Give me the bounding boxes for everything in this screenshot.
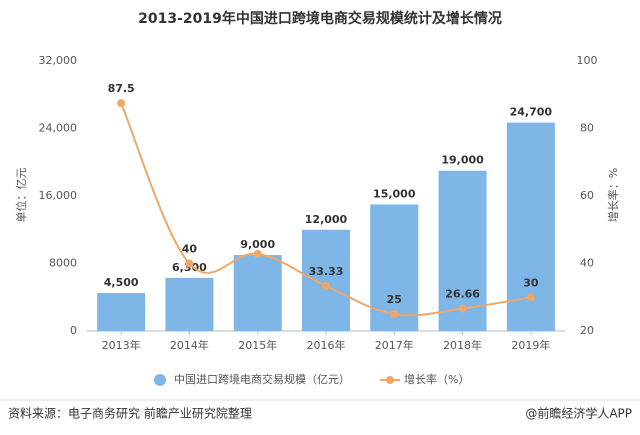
y2-tick-label: 80 <box>580 122 594 135</box>
line-value-label: 33.33 <box>309 265 344 278</box>
x-tick-label: 2014年 <box>170 338 209 352</box>
bar <box>97 293 146 331</box>
bar <box>233 255 282 331</box>
x-tick-label: 2015年 <box>238 338 277 352</box>
x-tick-label: 2019年 <box>511 338 550 352</box>
line-point <box>390 310 399 319</box>
line-point <box>117 99 126 108</box>
y2-tick-label: 100 <box>577 54 598 67</box>
bar-value-label: 15,000 <box>373 187 416 200</box>
line-value-label: 87.5 <box>108 82 135 95</box>
line-point <box>458 304 467 313</box>
line-point <box>253 249 262 258</box>
line-value-label: 26.66 <box>445 288 480 301</box>
bar-value-label: 24,700 <box>510 106 553 119</box>
x-tick-label: 2018年 <box>443 338 482 352</box>
legend-swatch <box>154 374 166 386</box>
line-point <box>322 282 330 291</box>
bar <box>302 229 350 331</box>
line-point <box>526 293 535 302</box>
y-axis-label: 单位：亿元 <box>14 168 28 223</box>
y-tick-label: 16,000 <box>39 189 78 202</box>
line-value-label: 40 <box>182 243 198 256</box>
y-tick-label: 8000 <box>49 257 77 270</box>
y2-tick-label: 40 <box>580 257 594 270</box>
x-tick-label: 2016年 <box>307 338 346 352</box>
bar <box>165 277 214 331</box>
bar <box>438 170 487 331</box>
bar-value-label: 4,500 <box>104 276 139 289</box>
legend-label: 中国进口跨境电商交易规模（亿元） <box>174 372 350 386</box>
y2-tick-label: 20 <box>580 324 594 337</box>
line-point <box>185 259 194 268</box>
y-tick-label: 24,000 <box>39 122 78 135</box>
bar-value-label: 19,000 <box>441 154 484 167</box>
y2-axis-label: 增长率：% <box>606 168 620 222</box>
legend-label: 增长率（%） <box>404 372 469 386</box>
legend-swatch <box>386 376 394 384</box>
line-value-label: 30 <box>523 276 539 289</box>
chart-title: 2013-2019年中国进口跨境电商交易规模统计及增长情况 <box>138 10 502 27</box>
bar-value-label: 9,000 <box>240 238 275 251</box>
y-tick-label: 32,000 <box>39 54 78 67</box>
x-tick-label: 2013年 <box>102 338 141 352</box>
credit: @前瞻经济学人APP <box>525 406 632 421</box>
x-tick-label: 2017年 <box>375 338 414 352</box>
y-tick-label: 0 <box>70 324 77 337</box>
y2-tick-label: 60 <box>580 189 594 202</box>
line-value-label: 25 <box>387 293 402 306</box>
source: 资料来源：电子商务研究 前瞻产业研究院整理 <box>8 406 252 421</box>
bar-value-label: 12,000 <box>305 213 348 226</box>
